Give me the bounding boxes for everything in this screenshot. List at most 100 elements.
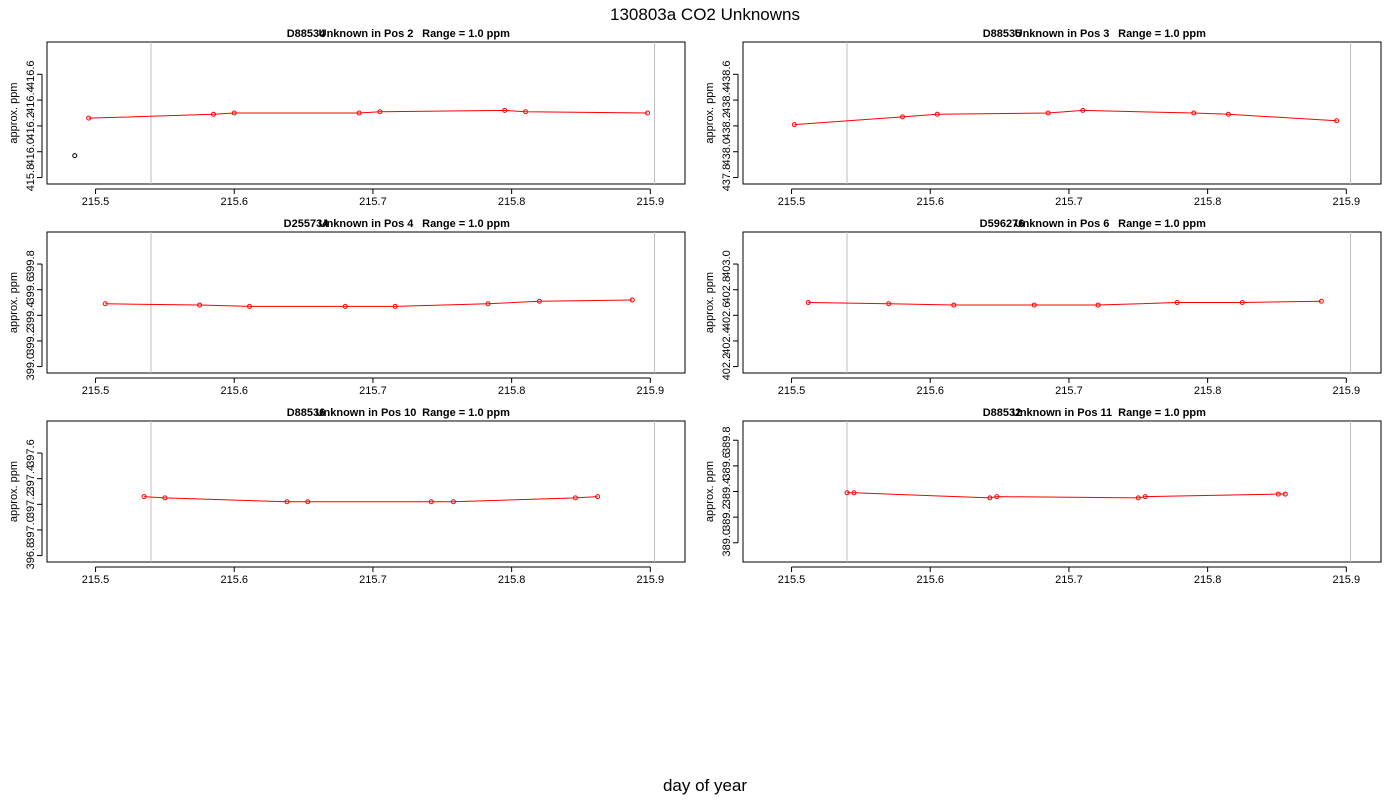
data-point [162,495,168,501]
data-point [844,490,850,496]
x-tick-label: 215.5 [82,196,110,208]
panel-title-part: D88536 [287,407,326,419]
x-tick-label: 215.5 [778,574,806,586]
x-tick-label: 215.6 [916,385,944,397]
data-point [791,122,797,128]
data-point [1045,110,1051,116]
panel-title-part: Unknown in Pos 11 [1012,407,1112,419]
series-line [105,299,633,307]
data-point [851,490,857,496]
panel-title-part: Unknown in Pos 6 [1015,218,1110,230]
y-axis-label: approx. ppm [704,272,716,333]
plot-frame [742,41,1382,185]
panel-title-part: Unknown in Pos 2 [319,28,414,40]
series-line [847,492,1286,499]
x-tick-label: 215.8 [498,385,526,397]
y-tick-label: 402.2 [721,353,733,381]
plot-frame [742,420,1382,563]
x-tick-label: 215.7 [1055,385,1083,397]
series-line [794,109,1337,126]
data-point [900,114,905,120]
y-tick-label: 397.0 [25,516,37,544]
series-line [88,109,648,119]
x-tick-label: 215.9 [1333,385,1361,397]
y-tick-label: 389.2 [721,503,733,531]
y-tick-label: 416.2 [25,112,37,140]
data-point [1174,300,1180,305]
data-point [1080,107,1086,113]
data-point [1225,111,1231,117]
panel-title-part: D88532 [983,407,1022,419]
data-point [141,494,147,500]
data-point [377,109,383,115]
data-point [1142,494,1148,500]
data-point [994,494,1000,500]
x-tick-label: 215.5 [778,196,806,208]
data-point [572,495,578,501]
data-point [246,303,252,309]
y-tick-label: 437.8 [721,164,733,192]
y-tick-label: 438.4 [721,86,733,114]
x-tick-label: 215.6 [220,385,248,397]
x-tick-label: 215.9 [637,385,665,397]
data-point [805,300,811,305]
y-tick-label: 415.8 [25,164,37,192]
series-line [144,496,598,503]
data-point [342,303,348,309]
x-tick-label: 215.6 [916,196,944,208]
y-tick-label: 399.6 [25,276,37,304]
data-point [210,111,216,117]
x-axis-label: day of year [663,776,747,795]
y-axis-label: approx. ppm [8,82,20,143]
data-point [1282,491,1288,497]
data-point [102,301,108,307]
x-tick-label: 215.9 [637,574,665,586]
data-point [629,297,635,303]
y-tick-label: 416.0 [25,138,37,166]
x-tick-label: 215.8 [1194,196,1222,208]
y-tick-label: 389.6 [721,452,733,480]
panel-title-part: D596276 [980,218,1025,230]
data-point [1275,491,1281,497]
y-tick-label: 416.4 [25,86,37,114]
data-point [934,111,940,117]
x-tick-label: 215.8 [1194,385,1222,397]
series-line [808,300,1322,306]
data-point [392,303,398,309]
plot-frame [46,231,686,374]
y-tick-label: 403.0 [721,250,733,278]
y-axis-label: approx. ppm [8,461,20,522]
data-point [502,107,508,113]
y-tick-label: 438.6 [721,61,733,89]
x-tick-label: 215.9 [637,196,665,208]
y-tick-label: 399.0 [25,353,37,381]
data-point [886,301,892,307]
x-tick-label: 215.5 [82,574,110,586]
data-point [987,495,993,501]
plot-frame [742,231,1382,374]
data-point [284,499,290,505]
y-axis-label: approx. ppm [704,82,716,143]
data-point [428,499,434,505]
data-point [595,494,601,500]
data-point [356,110,362,116]
y-tick-label: 389.0 [721,529,733,557]
data-point [523,109,528,115]
x-tick-label: 215.7 [359,196,387,208]
y-tick-label: 397.2 [25,491,37,519]
panel-title-part: Range = 1.0 ppm [1118,28,1206,40]
panel-title-part: Unknown in Pos 3 [1015,28,1110,40]
y-tick-label: 402.6 [721,302,733,330]
x-tick-label: 215.6 [220,574,248,586]
data-point [86,115,92,121]
panel-title-part: Range = 1.0 ppm [422,407,510,419]
plot-frame [46,41,686,185]
data-point [450,499,456,505]
panel-title-part: Range = 1.0 ppm [422,28,510,40]
y-tick-label: 397.6 [25,439,37,467]
data-point [1239,300,1245,305]
